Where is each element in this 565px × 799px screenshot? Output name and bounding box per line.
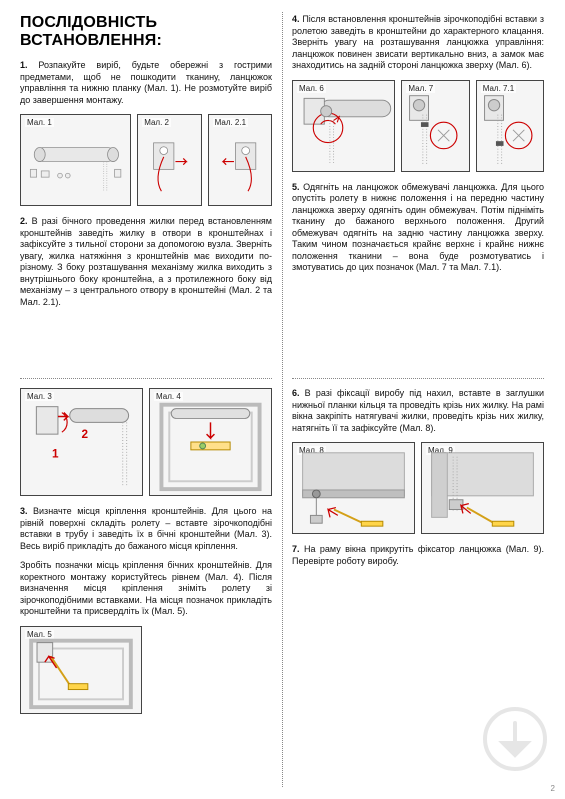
figure-2-1: Мал. 2.1 (208, 114, 272, 206)
step-7-body: На раму вікна прикрутіть фіксатор ланцюж… (292, 544, 544, 566)
step-1-number: 1. (20, 60, 38, 70)
figure-7-1: Мал. 7.1 (476, 80, 544, 172)
figure-2-1-svg (209, 115, 271, 205)
figure-4: Мал. 4 (149, 388, 272, 496)
figure-3-svg: 2 1 (21, 389, 142, 495)
step-3-body-a: Визначте місця кріплення кронштейнів. Дл… (20, 506, 272, 551)
figure-7-1-svg (477, 81, 543, 171)
page-title: ПОСЛІДОВНІСТЬ ВСТАНОВЛЕННЯ: (20, 14, 272, 50)
step-6-number: 6. (292, 388, 305, 398)
figure-5-svg (21, 627, 141, 713)
step-4-body: Після встановлення кронштейнів зірочкопо… (292, 14, 544, 70)
step-5-body: Одягніть на ланцюжок обмежувачі ланцюжка… (292, 182, 544, 273)
step-3-text-b: Зробіть позначки місць кріплення бічних … (20, 560, 272, 618)
figure-6-svg (293, 81, 394, 171)
step-1-text: 1. Розпакуйте виріб, будьте обережні з г… (20, 60, 272, 106)
quadrant-bottom-left: Мал. 3 2 1 Мал. 4 (20, 388, 272, 724)
horizontal-divider-left (20, 378, 272, 379)
figure-8: Мал. 8 (292, 442, 415, 534)
figure-5: Мал. 5 (20, 626, 142, 714)
figure-7: Мал. 7 (401, 80, 469, 172)
step-6-body: В разі фіксації виробу під нахил, вставт… (292, 388, 544, 433)
figure-1: Мал. 1 (20, 114, 131, 206)
svg-text:2: 2 (82, 428, 89, 441)
figure-9-svg (422, 443, 543, 533)
vertical-divider (282, 12, 283, 787)
quadrant-top-left: ПОСЛІДОВНІСТЬ ВСТАНОВЛЕННЯ: 1. Розпакуйт… (20, 14, 272, 316)
step-6-text: 6. В разі фіксації виробу під нахил, вст… (292, 388, 544, 434)
step-1-body: Розпакуйте виріб, будьте обережні з гост… (20, 60, 272, 105)
step-4-text: 4. Після встановлення кронштейнів зірочк… (292, 14, 544, 72)
figure-2-svg (138, 115, 200, 205)
page: ПОСЛІДОВНІСТЬ ВСТАНОВЛЕННЯ: 1. Розпакуйт… (0, 0, 565, 799)
step-5-number: 5. (292, 182, 303, 192)
step-2-text: 2. В разі бічного проведення жилки перед… (20, 216, 272, 308)
step-7-number: 7. (292, 544, 304, 554)
fig-row-8-9: Мал. 8 Мал. 9 (292, 442, 544, 534)
figure-1-svg (21, 115, 130, 205)
fig-row-1: Мал. 1 Мал. 2 (20, 114, 272, 206)
figure-4-svg (150, 389, 271, 495)
horizontal-divider-right (292, 378, 544, 379)
figure-6: Мал. 6 click (292, 80, 395, 172)
svg-text:1: 1 (52, 448, 59, 461)
page-number: 2 (551, 784, 555, 793)
step-4-number: 4. (292, 14, 302, 24)
watermark-icon (483, 707, 547, 771)
step-3-number: 3. (20, 506, 33, 516)
figure-3: Мал. 3 2 1 (20, 388, 143, 496)
step-2-number: 2. (20, 216, 32, 226)
step-3-text-a: 3. Визначте місця кріплення кронштейнів.… (20, 506, 272, 552)
fig-row-6-7: Мал. 6 click Мал. 7 (292, 80, 544, 172)
quadrant-top-right: 4. Після встановлення кронштейнів зірочк… (292, 14, 544, 282)
step-7-text: 7. На раму вікна прикрутіть фіксатор лан… (292, 544, 544, 567)
figure-8-svg (293, 443, 414, 533)
quadrant-bottom-right: 6. В разі фіксації виробу під нахил, вст… (292, 388, 544, 575)
step-2-body: В разі бічного проведення жилки перед вс… (20, 216, 272, 307)
fig-row-5: Мал. 5 (20, 626, 272, 714)
figure-7-svg (402, 81, 468, 171)
fig-row-3-4: Мал. 3 2 1 Мал. 4 (20, 388, 272, 496)
figure-2: Мал. 2 (137, 114, 201, 206)
figure-9: Мал. 9 (421, 442, 544, 534)
step-5-text: 5. Одягніть на ланцюжок обмежувачі ланцю… (292, 182, 544, 274)
